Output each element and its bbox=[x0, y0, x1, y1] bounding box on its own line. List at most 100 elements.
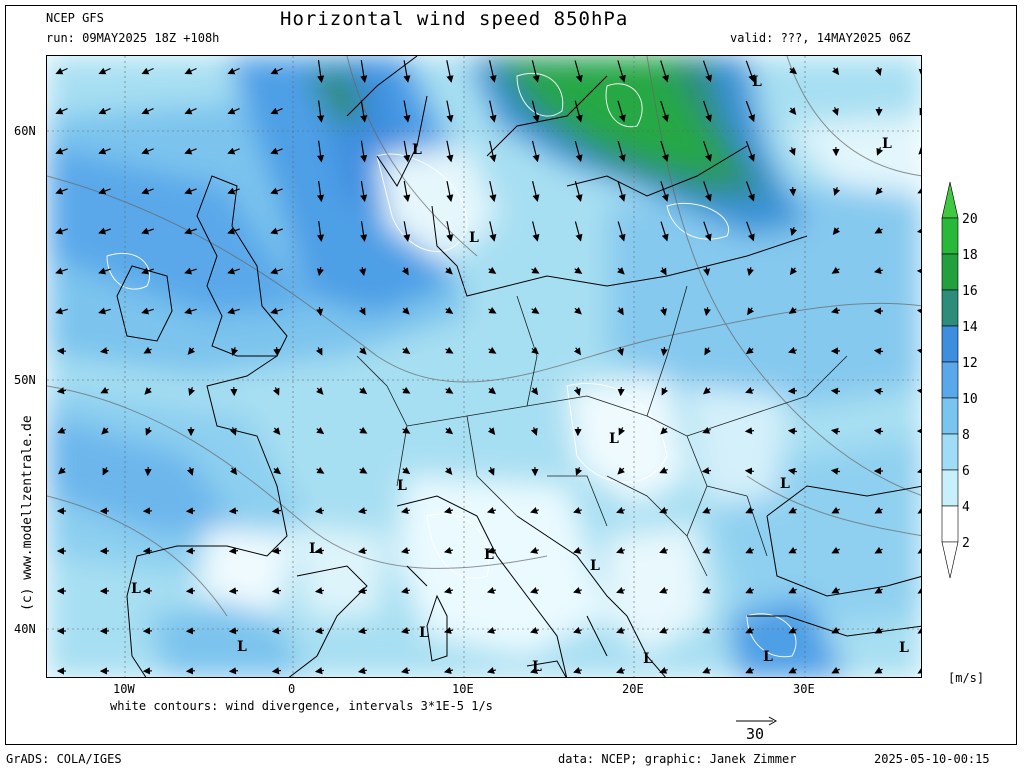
wind-vector bbox=[400, 507, 411, 515]
wind-vector bbox=[830, 427, 841, 435]
wind-vector bbox=[185, 627, 196, 635]
wind-vector bbox=[360, 180, 368, 203]
wind-vector bbox=[573, 586, 582, 594]
wind-vector bbox=[788, 346, 797, 354]
wind-vector bbox=[573, 506, 582, 514]
wind-vector bbox=[745, 60, 756, 83]
wind-vector bbox=[703, 100, 712, 123]
wind-vector bbox=[357, 587, 368, 595]
wind-vector bbox=[919, 107, 921, 116]
wind-vector bbox=[185, 547, 196, 555]
wind-vector bbox=[184, 187, 197, 195]
wind-speed-field bbox=[47, 56, 921, 677]
low-pressure-label: L bbox=[882, 136, 892, 152]
wind-vector bbox=[487, 467, 495, 476]
wind-vector bbox=[402, 466, 411, 475]
wind-vector bbox=[916, 347, 921, 355]
wind-vector bbox=[573, 666, 582, 674]
wind-vector bbox=[788, 306, 797, 314]
wind-vector bbox=[316, 306, 324, 317]
wind-vector bbox=[661, 387, 669, 396]
wind-vector bbox=[55, 187, 68, 195]
wind-vector bbox=[443, 547, 454, 554]
wind-vector bbox=[918, 147, 921, 155]
colorbar-tick-label: 8 bbox=[962, 428, 970, 443]
low-pressure-label: L bbox=[397, 478, 407, 494]
wind-vector bbox=[141, 267, 154, 275]
wind-vector bbox=[272, 427, 281, 436]
low-pressure-markers: L L L L L L L L L L L L L L L L L bbox=[131, 74, 909, 675]
wind-vector bbox=[745, 100, 755, 123]
wind-vector bbox=[316, 466, 325, 474]
wind-vector bbox=[573, 347, 581, 356]
wind-vector bbox=[314, 507, 324, 515]
figure-frame bbox=[5, 5, 1017, 745]
colorbar-swatch bbox=[941, 289, 959, 327]
wind-vector bbox=[616, 626, 625, 634]
wind-vector bbox=[486, 547, 497, 554]
wind-vector bbox=[446, 180, 454, 203]
wind-vector bbox=[703, 266, 711, 277]
wind-vector bbox=[833, 187, 841, 196]
colorbar-unit: [m/s] bbox=[948, 671, 985, 685]
wind-vector bbox=[574, 140, 583, 163]
wind-vector bbox=[489, 60, 497, 83]
wind-vector bbox=[145, 427, 153, 436]
low-pressure-label: L bbox=[484, 547, 494, 563]
wind-vector bbox=[831, 546, 840, 554]
wind-vector bbox=[573, 387, 581, 396]
wind-vector bbox=[228, 507, 239, 515]
wind-vector bbox=[617, 60, 626, 83]
wind-vector bbox=[745, 546, 754, 554]
wind-vector bbox=[660, 221, 669, 242]
wind-vector bbox=[575, 467, 583, 476]
wind-vector bbox=[273, 466, 282, 475]
wind-vector bbox=[58, 466, 66, 475]
wind-vector bbox=[831, 506, 840, 514]
low-pressure-label: L bbox=[419, 625, 429, 641]
wind-vector bbox=[831, 106, 839, 116]
wind-vector bbox=[703, 221, 712, 242]
divergence-note: white contours: wind divergence, interva… bbox=[110, 699, 493, 713]
low-pressure-label: L bbox=[609, 431, 619, 447]
wind-vector bbox=[788, 147, 796, 156]
wind-vector bbox=[747, 307, 755, 316]
wind-vector bbox=[359, 386, 368, 395]
wind-vector bbox=[702, 506, 711, 514]
wind-vector bbox=[359, 466, 368, 474]
colorbar-tick-label: 14 bbox=[962, 320, 978, 335]
wind-vector bbox=[917, 186, 921, 194]
wind-vector bbox=[789, 186, 797, 197]
wind-vector bbox=[358, 307, 366, 316]
wind-vector bbox=[270, 187, 283, 195]
wind-vector bbox=[271, 507, 282, 515]
wind-vector bbox=[660, 306, 668, 317]
wind-vector bbox=[360, 100, 368, 123]
wind-vector bbox=[228, 587, 239, 595]
wind-vector bbox=[101, 427, 109, 435]
wind-vector bbox=[316, 387, 324, 395]
colorbar-tick-label: 10 bbox=[962, 392, 978, 407]
wind-vector bbox=[184, 307, 197, 315]
wind-vector bbox=[616, 506, 625, 514]
wind-vector bbox=[574, 60, 583, 83]
wind-vector bbox=[617, 181, 626, 202]
colorbar-tick-label: 18 bbox=[962, 248, 978, 263]
colorbar-swatch bbox=[941, 397, 959, 435]
wind-vector bbox=[446, 140, 454, 163]
wind-vector bbox=[874, 506, 883, 514]
wind-vector bbox=[227, 67, 240, 75]
wind-vector bbox=[359, 266, 367, 277]
wind-vector bbox=[745, 181, 755, 202]
valid-time: valid: ???, 14MAY2025 06Z bbox=[730, 31, 911, 45]
wind-vector bbox=[357, 547, 368, 555]
wind-vector bbox=[227, 267, 240, 275]
wind-vector bbox=[701, 467, 712, 475]
run-info: run: 09MAY2025 18Z +108h bbox=[46, 31, 220, 45]
wind-vector bbox=[55, 307, 68, 315]
wind-vector bbox=[617, 467, 625, 475]
wind-vector bbox=[531, 140, 540, 163]
low-pressure-label: L bbox=[309, 541, 319, 557]
wind-vector bbox=[488, 306, 497, 314]
wind-vector bbox=[55, 147, 68, 155]
